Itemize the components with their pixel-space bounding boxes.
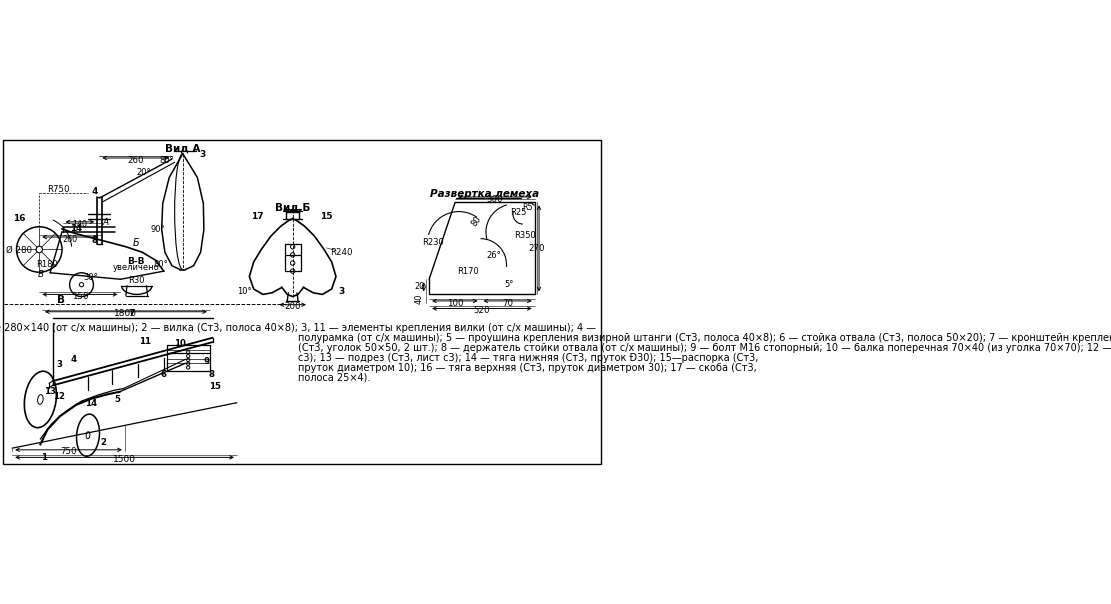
Text: R5: R5	[522, 203, 532, 212]
Text: 26°: 26°	[487, 251, 501, 260]
Text: 1800: 1800	[114, 309, 138, 318]
Text: 90°: 90°	[150, 225, 164, 234]
Text: В: В	[57, 295, 64, 305]
Text: 10°: 10°	[237, 288, 251, 296]
Text: 15: 15	[209, 382, 221, 391]
Text: пруток диаметром 10); 16 — тяга верхняя (Ст3, пруток диаметром 30); 17 — скоба (: пруток диаметром 10); 16 — тяга верхняя …	[298, 362, 757, 373]
Text: 13: 13	[44, 387, 57, 396]
Text: 10: 10	[174, 339, 186, 348]
Text: 7: 7	[128, 309, 134, 318]
Text: полурамка (от с/х машины); 5 — проушина крепления визирной штанги (Ст3, полоса 4: полурамка (от с/х машины); 5 — проушина …	[298, 333, 1111, 342]
Text: Ø 280: Ø 280	[6, 246, 32, 255]
Text: 20: 20	[414, 282, 424, 291]
Text: 8: 8	[91, 236, 98, 245]
Text: R240: R240	[330, 248, 352, 257]
Text: R30: R30	[129, 276, 146, 285]
Text: A: A	[102, 218, 109, 227]
Text: R750: R750	[47, 185, 70, 194]
Text: 100: 100	[447, 298, 463, 307]
Text: 80°: 80°	[153, 260, 169, 269]
Text: 6: 6	[161, 370, 167, 379]
Text: 300: 300	[487, 194, 503, 204]
Text: Вид Б: Вид Б	[276, 203, 310, 213]
Text: 200: 200	[284, 303, 301, 312]
Text: R350: R350	[514, 231, 536, 240]
Text: 80°: 80°	[160, 156, 174, 165]
Text: 3: 3	[200, 150, 206, 159]
Text: 12: 12	[53, 392, 64, 400]
Text: с3); 13 — подрез (Ст3, лист с3); 14 — тяга нижняя (Ст3, пруток Ð30); 15—распорка: с3); 13 — подрез (Ст3, лист с3); 14 — тя…	[298, 353, 759, 362]
Text: В: В	[38, 271, 43, 280]
Text: 2: 2	[100, 439, 107, 448]
Text: Вид А: Вид А	[166, 143, 200, 153]
Text: 140: 140	[72, 219, 88, 228]
Text: 17: 17	[251, 213, 263, 222]
Text: 750: 750	[60, 448, 77, 457]
Text: 14: 14	[70, 224, 82, 233]
Text: Развертка лемеха: Развертка лемеха	[430, 189, 540, 199]
Text: 9: 9	[203, 357, 209, 366]
Text: (Ст3, уголок 50×50, 2 шт.); 8 — держатель стойки отвала (от с/х машины); 9 — бол: (Ст3, уголок 50×50, 2 шт.); 8 — держател…	[298, 342, 1111, 353]
Text: 30°: 30°	[83, 273, 98, 282]
Text: R25: R25	[510, 208, 527, 217]
Text: 16: 16	[13, 214, 26, 223]
Text: 1 —колесо опорное 280×140 (от с/х машины); 2 — вилка (Ст3, полоса 40×8); 3, 11 —: 1 —колесо опорное 280×140 (от с/х машины…	[0, 323, 595, 333]
Text: 80: 80	[470, 214, 483, 228]
Text: 4: 4	[70, 355, 77, 364]
Text: 8: 8	[209, 370, 214, 379]
Text: 40: 40	[414, 294, 424, 304]
Text: 70: 70	[502, 298, 513, 307]
Text: 5: 5	[114, 396, 121, 405]
Text: 270: 270	[529, 244, 546, 253]
Text: В-В: В-В	[127, 257, 144, 266]
Text: Б: Б	[132, 238, 139, 248]
Text: 3: 3	[57, 361, 63, 369]
Text: 11: 11	[139, 337, 151, 346]
Text: 15: 15	[320, 213, 332, 222]
Text: 20°: 20°	[137, 167, 151, 176]
Text: 1500: 1500	[113, 455, 136, 464]
Text: 14: 14	[84, 399, 97, 408]
Text: 4: 4	[91, 187, 98, 196]
Text: полоса 25×4).: полоса 25×4).	[298, 373, 370, 383]
Text: 150: 150	[71, 292, 88, 301]
Text: 260: 260	[128, 156, 144, 165]
Text: 260: 260	[63, 235, 78, 243]
Text: 5°: 5°	[504, 280, 514, 289]
Text: 520: 520	[473, 306, 490, 315]
Text: R170: R170	[458, 267, 479, 276]
Text: увеличено: увеличено	[112, 263, 159, 272]
Text: R230: R230	[422, 239, 444, 248]
Text: 3: 3	[338, 288, 344, 296]
Text: R180: R180	[37, 260, 58, 269]
Text: 1: 1	[41, 454, 47, 463]
